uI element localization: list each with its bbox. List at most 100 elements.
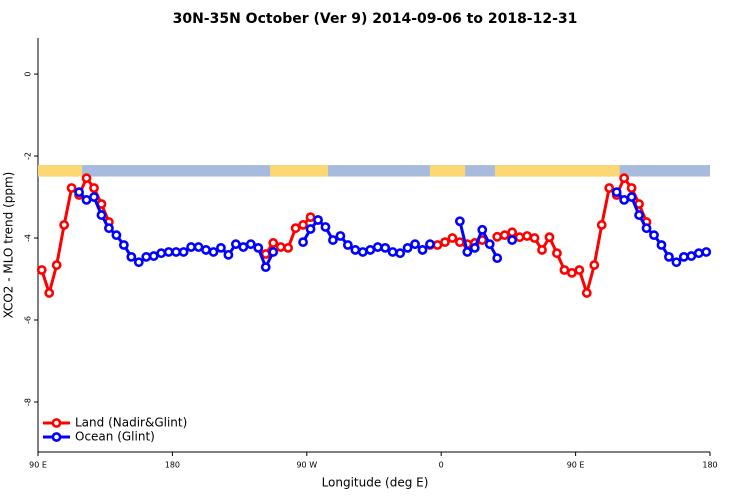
data-point <box>529 233 540 243</box>
data-point <box>305 212 316 223</box>
data-point <box>178 247 189 257</box>
data-point <box>544 232 555 243</box>
data-point <box>432 240 443 250</box>
y-tick-label: -8 <box>24 398 33 406</box>
data-point <box>305 224 316 234</box>
data-point <box>641 223 652 234</box>
data-point <box>552 248 562 259</box>
data-point <box>454 216 465 227</box>
data-point <box>298 237 308 248</box>
data-point <box>74 187 84 198</box>
data-point <box>619 195 630 205</box>
x-tick-label: 90 E <box>29 461 47 470</box>
data-point <box>693 248 704 259</box>
x-axis-label: Longitude (deg E) <box>322 476 429 490</box>
data-point <box>96 210 107 220</box>
x-tick-label: 180 <box>702 461 717 470</box>
data-point <box>335 231 346 241</box>
data-point <box>148 251 159 261</box>
land-band <box>270 165 329 177</box>
data-point <box>216 242 226 253</box>
data-point <box>283 242 294 253</box>
data-point <box>477 224 488 235</box>
data-point <box>656 240 667 250</box>
data-point <box>469 242 480 253</box>
data-point <box>342 240 353 250</box>
data-point <box>89 192 99 202</box>
data-point <box>402 242 413 253</box>
data-point <box>290 223 301 234</box>
y-tick-label: 0 <box>24 72 33 77</box>
data-point <box>156 248 167 259</box>
data-point <box>66 183 77 193</box>
data-point <box>649 230 659 241</box>
data-point <box>44 288 55 298</box>
x-tick-label: 90 E <box>567 461 585 470</box>
data-point <box>499 230 510 241</box>
y-tick-label: -6 <box>24 316 33 324</box>
data-point <box>245 239 256 250</box>
data-point <box>492 231 503 242</box>
chart-title: 30N-35N October (Ver 9) 2014-09-06 to 20… <box>173 11 578 27</box>
data-point <box>268 247 279 257</box>
data-point <box>260 262 271 273</box>
data-point <box>126 251 137 262</box>
data-point <box>701 247 712 257</box>
data-point <box>59 220 70 230</box>
data-point <box>574 265 585 275</box>
data-point <box>664 251 674 262</box>
data-point <box>447 233 458 243</box>
data-point <box>462 247 473 257</box>
data-point <box>619 173 630 184</box>
x-tick-label: 0 <box>439 461 444 470</box>
data-point <box>186 242 196 252</box>
data-point <box>395 248 406 259</box>
data-point <box>208 247 219 257</box>
data-point <box>223 249 234 260</box>
data-point <box>51 260 62 270</box>
data-point <box>238 242 249 252</box>
legend-label: Land (Nadir&Glint) <box>75 416 187 430</box>
data-point <box>365 245 376 255</box>
data-point <box>626 192 637 202</box>
data-point <box>410 239 420 250</box>
data-point <box>604 183 615 193</box>
data-point <box>111 230 122 241</box>
x-tick-label: 180 <box>165 461 180 470</box>
data-point <box>193 242 204 252</box>
data-point <box>163 247 174 257</box>
data-point <box>581 288 592 298</box>
ocean-band <box>38 165 710 177</box>
legend-marker <box>51 418 62 428</box>
data-point <box>81 173 92 184</box>
data-point <box>566 267 577 278</box>
data-point <box>492 253 503 264</box>
data-point <box>596 220 607 230</box>
data-point <box>275 242 286 252</box>
data-point <box>387 247 398 257</box>
data-point <box>372 242 383 252</box>
y-tick-label: -4 <box>24 234 33 242</box>
data-point <box>507 227 518 238</box>
x-tick-label: 90 W <box>296 461 317 470</box>
data-point <box>425 239 435 250</box>
data-point <box>686 251 697 261</box>
data-point <box>559 265 570 275</box>
data-point <box>611 187 622 198</box>
data-point <box>350 245 361 255</box>
data-point <box>484 239 495 250</box>
data-point <box>440 237 450 248</box>
data-point <box>671 257 682 268</box>
data-point <box>81 195 92 205</box>
data-point <box>118 240 129 250</box>
data-point <box>230 239 241 250</box>
data-point <box>253 242 264 253</box>
data-point <box>507 235 518 245</box>
y-axis-label: XCO2 - MLO trend (ppm) <box>2 172 16 319</box>
data-point <box>537 245 547 255</box>
y-tick-label: -2 <box>24 152 33 160</box>
data-point <box>36 265 47 275</box>
data-point <box>89 183 99 193</box>
legend-marker <box>51 432 62 442</box>
